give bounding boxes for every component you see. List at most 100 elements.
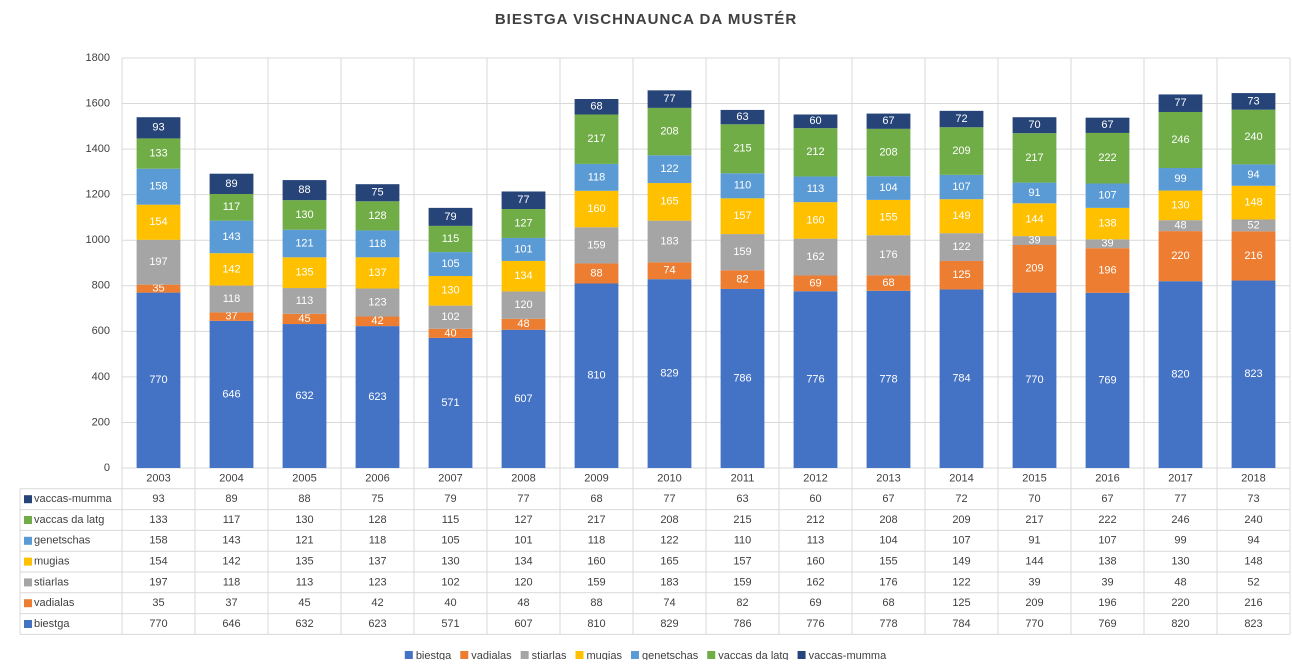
data-label: 646 (222, 388, 240, 400)
bar-segment (866, 235, 911, 276)
bar-segment (866, 113, 911, 129)
table-cell: 646 (222, 618, 240, 630)
table-cell: 217 (1025, 514, 1043, 526)
chart-title: BIESTGA VISCHNAUNCA DA MUSTÉR (495, 11, 797, 28)
bar-segment (1085, 183, 1130, 208)
data-label: 68 (590, 101, 602, 113)
table-cell: 75 (371, 493, 383, 505)
bar-segment (647, 183, 692, 221)
bar-segment (428, 252, 473, 276)
bar-segment (1158, 281, 1203, 468)
table-cell: 130 (1171, 556, 1189, 568)
table-cell: 154 (149, 556, 167, 568)
table-cell: 69 (809, 597, 821, 609)
table-cell: 208 (660, 514, 678, 526)
data-label: 160 (806, 214, 824, 226)
bar-segment (866, 176, 911, 200)
table-cell: 137 (368, 556, 386, 568)
data-label: 138 (1098, 218, 1116, 230)
bar-segment (501, 209, 546, 238)
x-tick-label: 2003 (146, 472, 170, 484)
table-cell: 68 (882, 597, 894, 609)
legend-key (630, 651, 639, 659)
table-cell: 60 (809, 493, 821, 505)
x-tick-label: 2010 (657, 472, 681, 484)
table-cell: 91 (1028, 535, 1040, 547)
data-label: 607 (514, 393, 532, 405)
table-legend-key (24, 557, 32, 566)
bar-segment (282, 257, 327, 289)
table-cell: 784 (952, 618, 970, 630)
x-tick-label: 2004 (219, 472, 243, 484)
bar-segment (720, 234, 765, 271)
data-label: 154 (149, 216, 167, 228)
bar-segment (1012, 133, 1057, 183)
bar-segment (720, 173, 765, 199)
table-cell: 125 (952, 597, 970, 609)
table-cell: 130 (441, 556, 459, 568)
data-label: 209 (1025, 263, 1043, 275)
data-label: 107 (952, 181, 970, 193)
bar-segment (355, 257, 400, 289)
bar-segment (866, 290, 911, 468)
bar-segment (647, 262, 692, 280)
bar-segment (1231, 109, 1276, 165)
table-cell: 160 (806, 556, 824, 568)
x-tick-label: 2005 (292, 472, 316, 484)
table-cell: 107 (952, 535, 970, 547)
bar-segment (355, 326, 400, 468)
bar-segment (1231, 280, 1276, 468)
table-cell: 240 (1244, 514, 1262, 526)
data-label: 149 (952, 210, 970, 222)
data-label: 778 (879, 373, 897, 385)
data-label: 159 (587, 239, 605, 251)
x-tick-label: 2012 (803, 472, 827, 484)
data-label: 88 (298, 184, 310, 196)
bar-segment (574, 227, 619, 264)
table-cell: 117 (223, 514, 241, 526)
data-label: 125 (952, 269, 970, 281)
data-label: 157 (733, 210, 751, 222)
data-label: 197 (149, 256, 167, 268)
table-cell: 52 (1247, 576, 1259, 588)
table-cell: 110 (734, 535, 752, 547)
data-label: 216 (1244, 250, 1262, 262)
bar-segment (1012, 236, 1057, 246)
legend-key (797, 651, 806, 659)
data-label: 162 (806, 251, 824, 263)
data-label: 105 (441, 258, 459, 270)
table-cell: 39 (1028, 576, 1040, 588)
bar-segment (136, 168, 181, 205)
bar-segment (720, 109, 765, 125)
bar-segment (209, 220, 254, 254)
table-cell: 138 (1098, 556, 1116, 568)
table-cell: 159 (587, 576, 605, 588)
legend-key (520, 651, 529, 659)
table-cell: 68 (590, 493, 602, 505)
table-cell: 67 (1101, 493, 1113, 505)
legend-label: vaccas-mumma (809, 650, 888, 660)
data-label: 130 (1171, 199, 1189, 211)
bar-segment (209, 253, 254, 286)
data-label: 770 (1025, 374, 1043, 386)
bar-segment (793, 202, 838, 239)
table-cell: 215 (733, 514, 751, 526)
table-cell: 183 (660, 576, 678, 588)
data-label: 110 (734, 180, 752, 192)
bar-segment (282, 229, 327, 258)
data-label: 52 (1247, 219, 1259, 231)
y-tick-label: 800 (92, 280, 110, 292)
bar-segment (136, 284, 181, 293)
table-cell: 94 (1247, 535, 1259, 547)
y-tick-label: 400 (92, 371, 110, 383)
data-label: 769 (1098, 374, 1116, 386)
table-cell: 122 (952, 576, 970, 588)
table-row-label: mugias (34, 556, 70, 568)
y-tick-label: 1800 (86, 52, 110, 64)
data-label: 40 (444, 327, 456, 339)
table-cell: 39 (1101, 576, 1113, 588)
data-label: 810 (587, 370, 605, 382)
table-cell: 73 (1247, 493, 1259, 505)
data-label: 196 (1098, 264, 1116, 276)
table-legend-key (24, 495, 32, 504)
